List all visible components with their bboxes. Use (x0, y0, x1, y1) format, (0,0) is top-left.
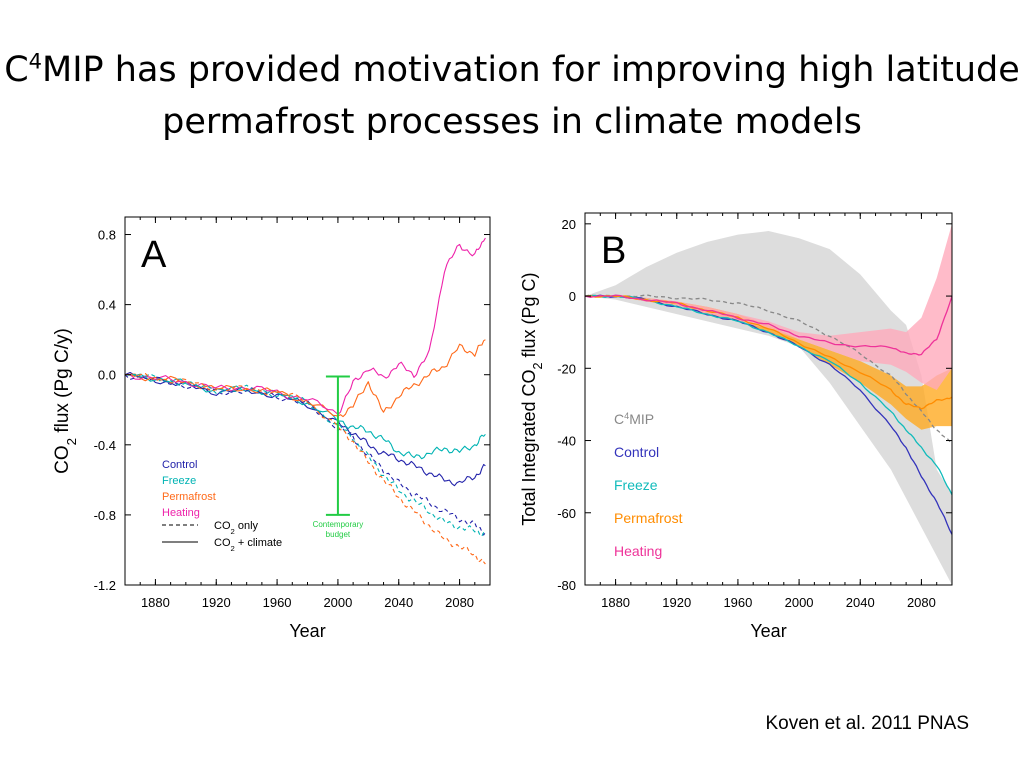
series-line-permafrost (584, 295, 953, 410)
budget-annotation-line-0: Contemporary (313, 520, 364, 529)
title-rest: MIP has provided motivation for improvin… (42, 50, 1020, 142)
legend-a-style-dashed-part-2: only (235, 520, 259, 532)
y-tick-label-4: -60 (557, 506, 576, 521)
y-axis-title-part-2: flux (Pg C) (519, 272, 539, 362)
series-line-freeze (584, 294, 953, 495)
series-line-permafrost (124, 339, 486, 418)
c4mip-range-band (585, 231, 952, 585)
y-tick-label-0: 20 (562, 217, 576, 232)
legend-a-style-dashed-part-0: CO (214, 520, 231, 532)
y-tick-label-2: -20 (557, 361, 576, 376)
legend-a-entry-control: Control (162, 459, 197, 471)
legend-b-entry-c4mip-part-0: C (614, 411, 624, 427)
legend-a-entry-permafrost: Permafrost (162, 491, 216, 503)
y-axis-title-part-2: flux (Pg C/y) (52, 328, 73, 438)
band-heating (585, 223, 952, 390)
series-line-heating (584, 294, 953, 356)
legend-b-entry-heating: Heating (614, 543, 662, 559)
chart-b: 1880 1920 1960 2000 2040 2080 20 0 -20 -40 -60 -80 Y… (519, 212, 953, 641)
citation: Koven et al. 2011 PNAS (765, 713, 970, 734)
y-tick-label-4: -0.8 (94, 508, 116, 523)
x-tick-label-1880: 1880 (141, 595, 170, 610)
y-tick-label-1: 0 (569, 289, 576, 304)
series-line-permafrost-co2-only (124, 373, 486, 565)
legend-b-entry-control: Control (614, 444, 659, 460)
title-prefix: C (4, 50, 29, 90)
y-tick-label-3: -40 (557, 434, 576, 449)
y-tick-label-2: 0.0 (98, 368, 116, 383)
x-tick-label-2000: 2000 (323, 595, 352, 610)
y-axis-title: Total Integrated CO2 flux (Pg C) (519, 272, 545, 525)
title-superscript: 4 (28, 49, 43, 74)
legend-b-entry-c4mip-part-1: 4 (624, 411, 629, 421)
legend-b-entry-freeze: Freeze (614, 477, 658, 493)
legend-a-style-solid-part-1: 2 (231, 544, 235, 553)
legend-a-entry-freeze: Freeze (162, 475, 196, 487)
panel-label-A: A (141, 234, 167, 276)
y-axis-title-part-1: 2 (531, 362, 545, 369)
x-tick-label-2040: 2040 (384, 595, 413, 610)
x-tick-label-2080: 2080 (907, 595, 936, 610)
legend-a-style-solid-part-0: CO (214, 537, 231, 549)
x-tick-label-2000: 2000 (785, 595, 814, 610)
series-line-control-co2-only (124, 374, 486, 536)
legend-a-style-solid-part-2: + climate (235, 537, 282, 549)
y-tick-label-0: 0.8 (98, 228, 116, 243)
x-tick-label-1880: 1880 (601, 595, 630, 610)
x-tick-label-1960: 1960 (263, 595, 292, 610)
legend-b-entry-permafrost: Permafrost (614, 510, 683, 526)
y-axis-title-part-1: 2 (64, 438, 79, 445)
x-axis-title: Year (750, 621, 786, 641)
series-line-c4mip (584, 294, 953, 445)
y-tick-label-3: -0.4 (94, 438, 116, 453)
y-tick-label-5: -1.2 (94, 578, 116, 593)
y-axis-title-part-0: Total Integrated CO (519, 369, 539, 525)
y-tick-label-1: 0.4 (98, 298, 116, 313)
panel-label-B: B (601, 230, 626, 272)
x-tick-label-2080: 2080 (445, 595, 474, 610)
budget-annotation-line-1: budget (326, 530, 351, 539)
x-tick-label-1920: 1920 (662, 595, 691, 610)
legend-a-entry-heating: Heating (162, 507, 200, 519)
series-line-freeze (124, 373, 486, 460)
legend-a-style-dashed: CO2 only (214, 520, 259, 536)
x-tick-label-2040: 2040 (846, 595, 875, 610)
y-axis-title: CO2 flux (Pg C/y) (52, 328, 79, 474)
band-permafrost (585, 296, 952, 430)
x-axis-title: Year (289, 621, 325, 641)
x-tick-label-1960: 1960 (723, 595, 752, 610)
y-tick-label-5: -80 (557, 578, 576, 593)
series-line-control (124, 371, 486, 487)
chart-a: 1880 1920 1960 2000 2040 2080 0.8 0.4 0.0 -0.4 -0.… (52, 216, 491, 641)
legend-b-entry-c4mip: C4MIP (614, 411, 654, 427)
legend-a-style-solid: CO2 + climate (214, 537, 282, 553)
series-line-freeze-co2-only (124, 373, 486, 537)
legend-b-entry-c4mip-part-2: MIP (629, 411, 654, 427)
x-tick-label-1920: 1920 (202, 595, 231, 610)
legend-a-style-dashed-part-1: 2 (231, 527, 235, 536)
y-axis-title-part-0: CO (52, 445, 73, 474)
slide-title: C4MIP has provided motivation for improv… (0, 44, 1024, 148)
